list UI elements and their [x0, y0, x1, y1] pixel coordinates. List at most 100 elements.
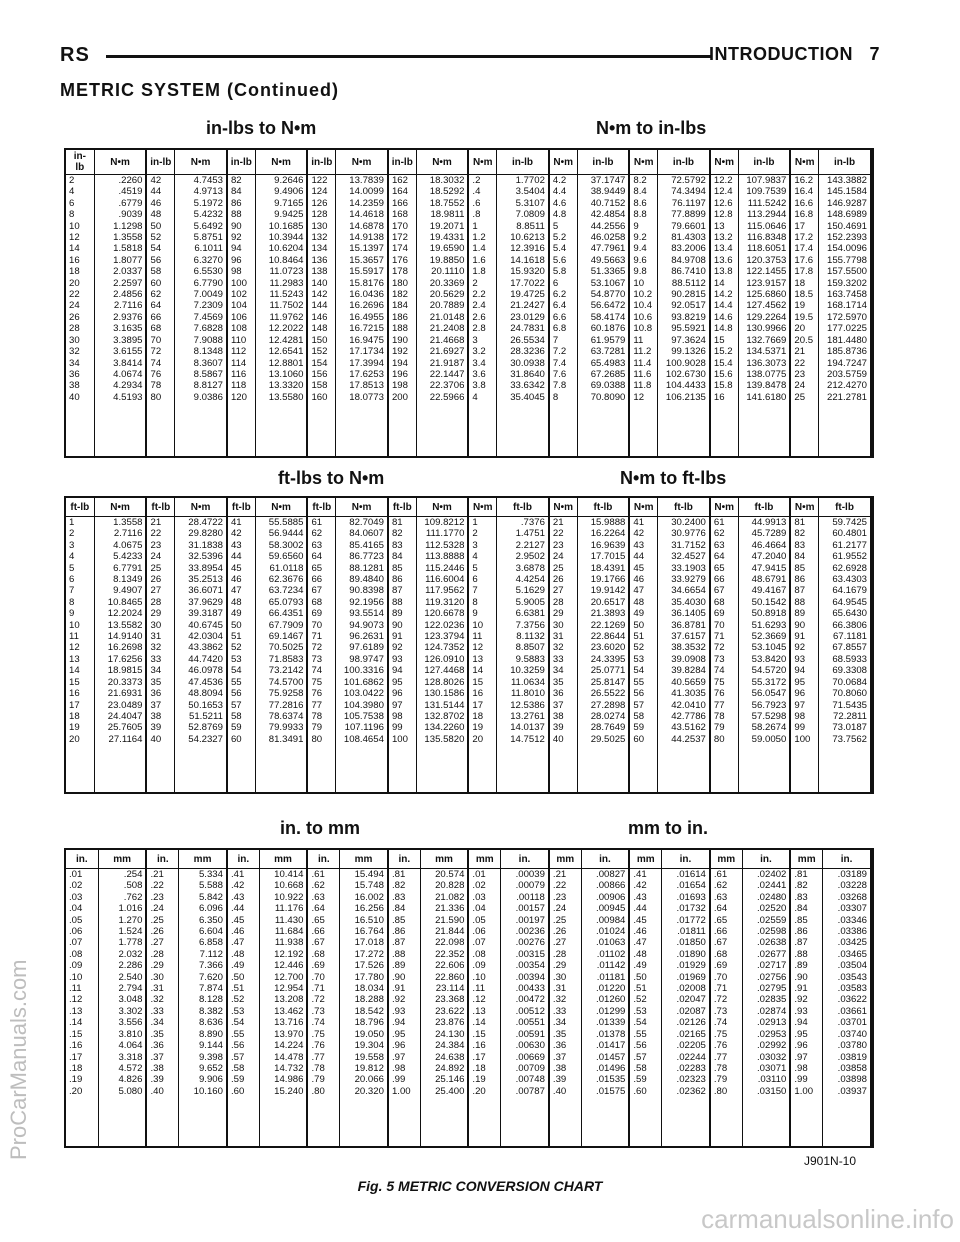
- converted-value-column: 109.8212 111.1770 112.5328 113.8888 115.…: [416, 516, 470, 792]
- input-value-column: .01 .02 .03 .04 .05 .06 .07 .08 .09 .10 …: [66, 868, 99, 1146]
- column-header: mm: [629, 850, 663, 869]
- converted-value-column: .2260 .4519 .6779 .9039 1.1298 1.3558 1.…: [94, 174, 148, 456]
- column-header: mm: [420, 850, 470, 869]
- table-ft-lbs-nm: ft-lb N•m ft-lb N•m ft-lb N•m ft-lb N•m ft-lb N•m…: [64, 496, 874, 794]
- column-header: mm: [548, 850, 582, 869]
- converted-value-column: 72.5792 74.3494 76.1197 77.8899 79.6601 …: [657, 174, 711, 456]
- column-header: in-lb: [496, 150, 550, 175]
- table-row: 2 4 6 8 10 12 14 16 18 20 22 24 26 28 30…: [66, 174, 873, 456]
- table-row: .01 .02 .03 .04 .05 .06 .07 .08 .09 .10 …: [66, 868, 873, 1146]
- converted-value-column: 1.3558 2.7116 4.0675 5.4233 6.7791 8.134…: [94, 516, 148, 792]
- title-nm-to-in-lbs: N•m to in-lbs: [596, 118, 707, 138]
- converted-value-column: 4.7453 4.9713 5.1972 5.4232 5.6492 5.875…: [174, 174, 228, 456]
- column-header: N•m: [629, 150, 659, 175]
- column-header: N•m: [94, 150, 148, 175]
- watermark-bottom: carmanualsonline.info: [701, 1204, 954, 1234]
- header-row: ft-lb N•m ft-lb N•m ft-lb N•m ft-lb N•m ft-lb N•m…: [66, 498, 873, 517]
- column-header: mm: [468, 850, 502, 869]
- column-header: in.: [387, 850, 421, 869]
- converted-value-column: .00039 .00079 .00118 .00157 .00197 .0023…: [500, 868, 550, 1146]
- header-title: INTRODUCTION: [708, 44, 853, 64]
- converted-value-column: 9.2646 9.4906 9.7165 9.9425 10.1685 10.3…: [255, 174, 309, 456]
- input-value-column: 21 22 23 24 25 26 27 28 29 30 31 32 33 3…: [548, 516, 578, 792]
- table-row: 1 2 3 4 5 6 7 8 9 10 11 12 13 14 15 16 1…: [66, 516, 873, 792]
- column-header: mm: [98, 850, 148, 869]
- column-header: in-lb: [657, 150, 711, 175]
- title-mm-to-in: mm to in.: [628, 818, 708, 838]
- column-header: ft-lb: [657, 498, 711, 517]
- input-value-column: 1 2 3 4 5 6 7 8 9 10 11 12 13 14 15 16 1…: [468, 516, 498, 792]
- converted-value-column: 15.494 15.748 16.002 16.256 16.510 16.76…: [339, 868, 389, 1146]
- input-value-column: .41 .42 .43 .44 .45 .46 .47 .48 .49 .50 …: [629, 868, 663, 1146]
- column-header: N•m: [416, 498, 470, 517]
- header-rule: [106, 55, 712, 58]
- input-value-column: 1 2 3 4 5 6 7 8 9 10 11 12 13 14 15 16 1…: [66, 516, 95, 792]
- column-header: N•m: [335, 498, 389, 517]
- figure-caption: Fig. 5 METRIC CONVERSION CHART: [357, 1178, 603, 1194]
- column-header: in.: [500, 850, 550, 869]
- header-row: in. mm in. mm in. mm in. mm in. mm mm in. mm in. mm in.…: [66, 850, 873, 869]
- column-header: N•m: [709, 498, 739, 517]
- input-value-column: .81 .82 .83 .84 .85 .86 .87 .88 .89 .90 …: [387, 868, 421, 1146]
- column-header: mm: [709, 850, 743, 869]
- watermark-side-text: ProCarManuals.com: [6, 959, 31, 1160]
- converted-value-column: 10.414 10.668 10.922 11.176 11.430 11.68…: [259, 868, 309, 1146]
- converted-value-column: .00827 .00866 .00906 .00945 .00984 .0102…: [581, 868, 631, 1146]
- column-header: in.: [581, 850, 631, 869]
- column-header: N•m: [468, 150, 498, 175]
- column-header: N•m: [416, 150, 470, 175]
- input-value-column: 61 62 63 64 65 66 67 68 69 70 71 72 73 7…: [709, 516, 739, 792]
- column-header: N•m: [468, 498, 498, 517]
- converted-value-column: 5.334 5.588 5.842 6.096 6.350 6.604 6.85…: [178, 868, 228, 1146]
- input-value-column: 12.2 12.4 12.6 12.8 13 13.2 13.4 13.6 13…: [709, 174, 739, 456]
- column-header: in-lb: [146, 150, 176, 175]
- column-header: N•m: [548, 498, 578, 517]
- column-header: in-lb: [387, 150, 417, 175]
- converted-value-column: .7376 1.4751 2.2127 2.9502 3.6878 4.4254…: [496, 516, 550, 792]
- input-value-column: 81 82 83 84 85 86 87 88 89 90 91 92 93 9…: [387, 516, 417, 792]
- conversion-table: in- lb N•m in-lb N•m in-lb N•m in-lb N•m in-lb N•…: [66, 150, 873, 456]
- input-value-column: 2 4 6 8 10 12 14 16 18 20 22 24 26 28 30…: [66, 174, 95, 456]
- column-header: ft-lb: [66, 498, 95, 517]
- converted-value-column: 28.4722 29.8280 31.1838 32.5396 33.8954 …: [174, 516, 228, 792]
- header-section: INTRODUCTION 7: [709, 44, 880, 65]
- converted-value-column: 82.7049 84.0607 85.4165 86.7723 88.1281 …: [335, 516, 389, 792]
- column-header: N•m: [174, 150, 228, 175]
- title-ft-lbs-to-nm: ft-lbs to N•m: [278, 468, 385, 488]
- column-header: N•m: [255, 150, 309, 175]
- converted-value-column: .254 .508 .762 1.016 1.270 1.524 1.778 2…: [98, 868, 148, 1146]
- column-header: N•m: [335, 150, 389, 175]
- column-header: N•m: [709, 150, 739, 175]
- conversion-table: ft-lb N•m ft-lb N•m ft-lb N•m ft-lb N•m ft-lb N•m…: [66, 498, 873, 792]
- column-header: in- lb: [66, 150, 95, 175]
- converted-value-column: 55.5885 56.9444 58.3002 59.6560 61.0118 …: [255, 516, 309, 792]
- column-header: N•m: [94, 498, 148, 517]
- converted-value-column: .02402 .02441 .02480 .02520 .02559 .0259…: [742, 868, 792, 1146]
- converted-value-column: 1.7702 3.5404 5.3107 7.0809 8.8511 10.62…: [496, 174, 550, 456]
- column-header: N•m: [255, 498, 309, 517]
- converted-value-column: 30.2400 30.9776 31.7152 32.4527 33.1903 …: [657, 516, 711, 792]
- input-value-column: 41 42 43 44 45 46 47 48 49 50 51 52 53 5…: [226, 516, 256, 792]
- column-header: N•m: [548, 150, 578, 175]
- input-value-column: 82 84 86 88 90 92 94 96 98 100 102 104 1…: [226, 174, 256, 456]
- input-value-column: 61 62 63 64 65 66 67 68 69 70 71 72 73 7…: [307, 516, 337, 792]
- input-value-column: .61 .62 .63 .64 .65 .66 .67 .68 .69 .70 …: [307, 868, 341, 1146]
- watermark-side: ProCarManuals.com: [6, 959, 46, 1180]
- converted-value-column: 59.7425 60.4801 61.2177 61.9552 62.6928 …: [818, 516, 873, 792]
- input-value-column: 8.2 8.4 8.6 8.8 9 9.2 9.4 9.6 9.8 10 10.…: [629, 174, 659, 456]
- column-header: in-lb: [738, 150, 792, 175]
- input-value-column: .61 .62 .63 .64 .65 .66 .67 .68 .69 .70 …: [709, 868, 743, 1146]
- page-number: 7: [869, 44, 880, 64]
- column-header: ft-lb: [307, 498, 337, 517]
- column-header: in-lb: [307, 150, 337, 175]
- column-header: mm: [339, 850, 389, 869]
- column-header: ft-lb: [496, 498, 550, 517]
- converted-value-column: 107.9837 109.7539 111.5242 113.2944 115.…: [738, 174, 792, 456]
- converted-value-column: .03189 .03228 .03268 .03307 .03346 .0338…: [822, 868, 873, 1146]
- column-header: ft-lb: [226, 498, 256, 517]
- converted-value-column: 15.9888 16.2264 16.9639 17.7015 18.4391 …: [577, 516, 631, 792]
- column-header: N•m: [790, 150, 820, 175]
- section-title: METRIC SYSTEM (Continued): [60, 80, 339, 100]
- input-value-column: 42 44 46 48 50 52 54 56 58 60 62 64 66 6…: [146, 174, 176, 456]
- column-header: ft-lb: [818, 498, 873, 517]
